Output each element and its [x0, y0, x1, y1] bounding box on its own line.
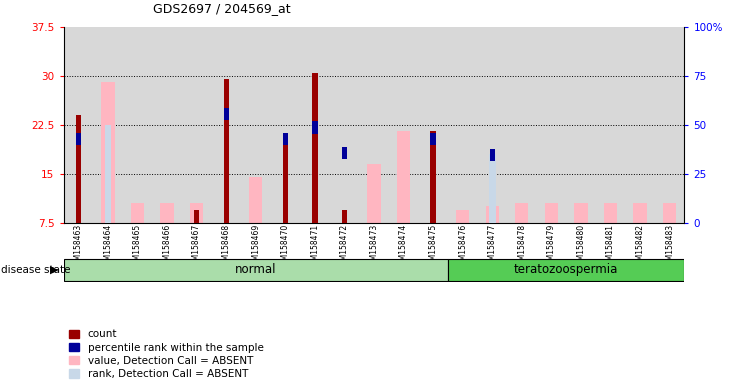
- Bar: [634, 203, 647, 223]
- Bar: [271, 27, 300, 223]
- Bar: [283, 138, 288, 223]
- Bar: [430, 131, 436, 223]
- Bar: [342, 210, 347, 223]
- Bar: [515, 203, 529, 223]
- Bar: [194, 210, 199, 223]
- Bar: [625, 27, 654, 223]
- Bar: [76, 133, 81, 146]
- Bar: [131, 203, 144, 223]
- Bar: [456, 210, 469, 223]
- Bar: [536, 27, 566, 223]
- Bar: [545, 203, 558, 223]
- Bar: [654, 27, 684, 223]
- Bar: [418, 27, 448, 223]
- Bar: [485, 207, 499, 223]
- Bar: [604, 203, 617, 223]
- Text: teratozoospermia: teratozoospermia: [514, 263, 619, 276]
- FancyBboxPatch shape: [448, 258, 684, 281]
- FancyBboxPatch shape: [64, 258, 448, 281]
- Text: disease state: disease state: [1, 265, 70, 275]
- Bar: [212, 27, 241, 223]
- Bar: [160, 203, 174, 223]
- Bar: [389, 27, 418, 223]
- Bar: [101, 83, 114, 223]
- Bar: [595, 27, 625, 223]
- Text: normal: normal: [235, 263, 277, 276]
- Bar: [190, 203, 203, 223]
- Bar: [397, 131, 410, 223]
- Bar: [490, 149, 495, 161]
- Bar: [367, 164, 381, 223]
- Bar: [489, 154, 496, 223]
- Bar: [566, 27, 595, 223]
- Bar: [448, 27, 477, 223]
- Bar: [359, 27, 389, 223]
- Bar: [312, 73, 318, 223]
- Bar: [105, 125, 111, 223]
- Bar: [300, 27, 330, 223]
- Bar: [330, 27, 359, 223]
- Bar: [663, 203, 676, 223]
- Bar: [224, 108, 229, 120]
- Bar: [153, 27, 182, 223]
- Bar: [342, 147, 347, 159]
- Bar: [574, 203, 588, 223]
- Bar: [312, 121, 318, 134]
- Bar: [64, 27, 94, 223]
- Bar: [224, 79, 229, 223]
- Bar: [94, 27, 123, 223]
- Bar: [123, 27, 153, 223]
- Bar: [477, 27, 507, 223]
- Bar: [182, 27, 212, 223]
- Bar: [76, 115, 81, 223]
- Text: ▶: ▶: [49, 265, 58, 275]
- Bar: [249, 177, 263, 223]
- Bar: [283, 133, 288, 146]
- Bar: [241, 27, 271, 223]
- Bar: [430, 133, 436, 146]
- Text: GDS2697 / 204569_at: GDS2697 / 204569_at: [153, 2, 291, 15]
- Legend: count, percentile rank within the sample, value, Detection Call = ABSENT, rank, : count, percentile rank within the sample…: [69, 329, 263, 379]
- Bar: [507, 27, 536, 223]
